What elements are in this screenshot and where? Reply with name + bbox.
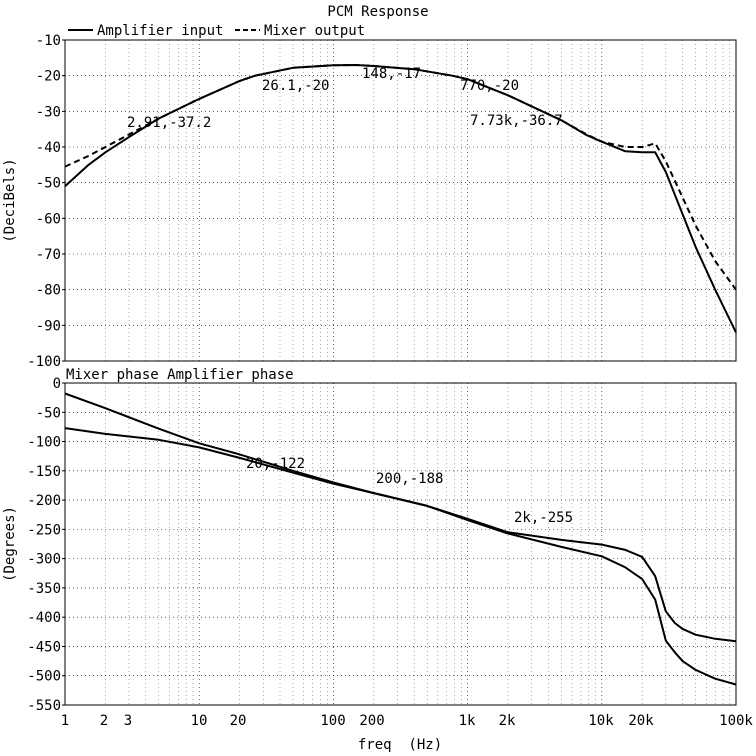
- y-tick-label: -30: [36, 104, 61, 120]
- y-tick-label: -90: [36, 318, 61, 334]
- data-annotation: 26.1,-20: [262, 78, 329, 94]
- y-tick-label: -50: [36, 405, 61, 421]
- data-annotation: 770,-20: [460, 78, 519, 94]
- series-line-amplifier-phase: [64, 427, 737, 686]
- x-tick-label: 20: [230, 713, 247, 729]
- y-tick-label: -500: [27, 669, 61, 685]
- x-tick-label: 1: [61, 713, 69, 729]
- y-tick-label: -100: [27, 354, 61, 370]
- y-tick-label: -80: [36, 283, 61, 299]
- x-tick-label: 10k: [588, 713, 614, 729]
- x-tick-label: 100: [320, 713, 345, 729]
- x-tick-label: 100k: [719, 713, 753, 729]
- data-annotation: 20,-122: [246, 456, 305, 472]
- y-tick-label: -450: [27, 639, 61, 655]
- legend-label: Mixer phase Amplifier phase: [66, 367, 294, 383]
- x-tick-label: 10: [191, 713, 208, 729]
- y-axis-label: (DeciBels): [2, 158, 18, 242]
- y-tick-label: -40: [36, 140, 61, 156]
- y-tick-label: -400: [27, 610, 61, 626]
- plot-frame: [64, 39, 737, 362]
- x-tick-label: 1k: [459, 713, 476, 729]
- series-line-mixer-output: [64, 64, 737, 291]
- x-tick-label: 3: [124, 713, 132, 729]
- y-tick-label: -300: [27, 552, 61, 568]
- y-tick-label: -100: [27, 435, 61, 451]
- legend-label: Mixer output: [264, 23, 365, 39]
- y-tick-label: -550: [27, 698, 61, 714]
- x-tick-label: 200: [359, 713, 384, 729]
- data-annotation: 7.73k,-36.7: [470, 113, 563, 129]
- data-annotation: 200,-188: [376, 471, 443, 487]
- x-axis-label: freq (Hz): [358, 737, 442, 753]
- series-line-amplifier-input: [64, 64, 737, 333]
- data-annotation: 2k,-255: [514, 510, 573, 526]
- y-tick-label: -10: [36, 33, 61, 49]
- plot-frame: [64, 382, 737, 706]
- x-tick-label: 2: [100, 713, 108, 729]
- legend-label: Amplifier input: [97, 23, 223, 39]
- phase-panel: 0 -50 -100 -150 -200 -250 -300 -350 -400 -450 -500…: [2, 367, 753, 753]
- y-tick-label: -150: [27, 464, 61, 480]
- data-annotation: 2.91,-37.2: [127, 115, 211, 131]
- x-tick-label: 2k: [499, 713, 516, 729]
- y-tick-label: -350: [27, 581, 61, 597]
- y-tick-label: -70: [36, 247, 61, 263]
- y-axis-label: (Degrees): [2, 506, 18, 582]
- data-annotation: 148,-17: [362, 66, 421, 82]
- y-tick-label: -200: [27, 493, 61, 509]
- y-tick-label: -50: [36, 176, 61, 192]
- x-tick-label: 20k: [628, 713, 654, 729]
- series-line-mixer-phase: [64, 392, 737, 643]
- y-tick-label: -20: [36, 69, 61, 85]
- y-tick-label: -60: [36, 211, 61, 227]
- magnitude-panel: -10 -20 -30 -40 -50 -60 -70 -80 -90 -100 (DeciBels…: [2, 4, 737, 370]
- y-tick-label: 0: [53, 376, 61, 392]
- chart-title: PCM Response: [327, 4, 428, 20]
- y-tick-label: -250: [27, 522, 61, 538]
